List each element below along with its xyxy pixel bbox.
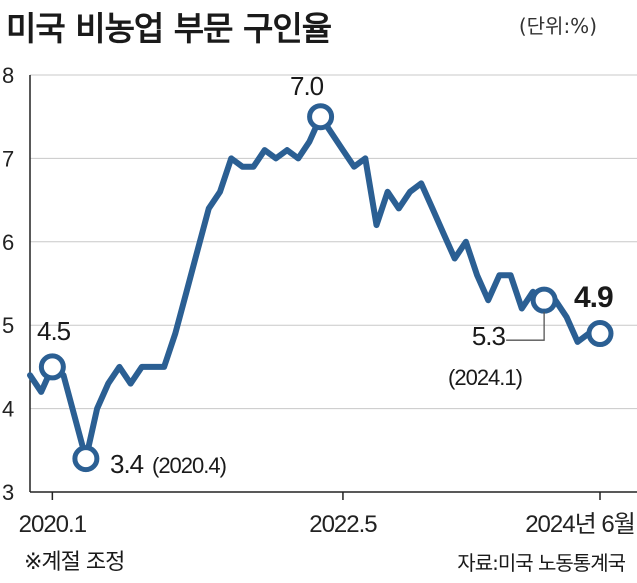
annotations: 4.5 3.4 (2020.4) 7.0 5.3 (2024.1) 4.9: [37, 71, 614, 479]
x-tick-1: 2022.5: [309, 511, 377, 538]
grid: [29, 74, 637, 493]
series-line: [27, 113, 603, 462]
chart-title: 미국 비농업 부문 구인율: [6, 9, 332, 48]
series: [27, 113, 603, 462]
y-axis-ticks: 3 4 5 6 7 8: [2, 63, 14, 505]
data-label-2: 7.0: [290, 71, 324, 101]
data-label-3: 5.3: [472, 321, 506, 351]
footnote: ※계절 조정: [24, 550, 125, 575]
data-label-4: 4.9: [574, 281, 613, 314]
marker-3: [530, 286, 558, 314]
unit-label: (단위:%): [518, 14, 597, 38]
marker-1: [72, 445, 100, 473]
marker-2: [307, 103, 335, 131]
y-tick-8: 8: [2, 63, 14, 88]
marker-0: [38, 353, 66, 381]
y-tick-7: 7: [2, 146, 14, 171]
data-label-0: 4.5: [37, 316, 71, 346]
data-label-1: 3.4: [110, 449, 144, 479]
data-sublabel-3: (2024.1): [448, 365, 522, 390]
source-label: 자료:미국 노동통계국: [457, 551, 626, 575]
x-tick-2: 2024년 6월: [525, 511, 635, 538]
y-tick-3: 3: [2, 480, 14, 505]
leader-line-3: [506, 312, 545, 341]
data-sublabel-1: (2020.4): [152, 453, 226, 478]
y-tick-5: 5: [2, 313, 14, 338]
marker-4: [586, 320, 614, 348]
x-axis-ticks: 2020.1 2022.5 2024년 6월: [19, 492, 636, 538]
y-tick-6: 6: [2, 230, 14, 255]
y-tick-4: 4: [2, 397, 14, 422]
x-tick-0: 2020.1: [19, 511, 87, 538]
